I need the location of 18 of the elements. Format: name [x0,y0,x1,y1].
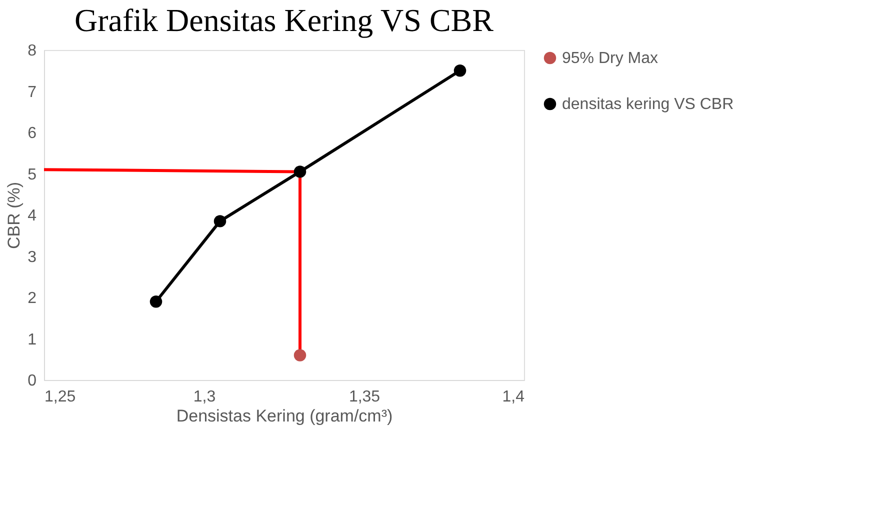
y-tick-label: 7 [28,84,37,101]
y-tick-label: 2 [28,290,37,307]
x-tick-label: 1,3 [193,388,216,406]
chart-title: Grafik Densitas Kering VS CBR [74,2,494,38]
y-axis-title: CBR (%) [4,182,24,250]
x-tick-label: 1,25 [44,388,76,406]
y-tick-label: 4 [28,208,37,224]
x-tick-label: 1,35 [348,388,380,406]
x-tick-label: 1,4 [502,388,525,406]
x-axis-title: Densistas Kering (gram/cm³) [176,406,393,426]
y-tick-label: 6 [28,125,37,142]
legend-label: 95% Dry Max [562,50,658,67]
y-tick-label: 5 [28,166,37,184]
y-tick-label: 8 [28,42,37,60]
y-tick-label: 0 [28,372,37,390]
y-tick-label: 3 [28,248,37,266]
legend-label: densitas kering VS CBR [562,96,734,113]
y-tick-label: 1 [28,331,37,348]
